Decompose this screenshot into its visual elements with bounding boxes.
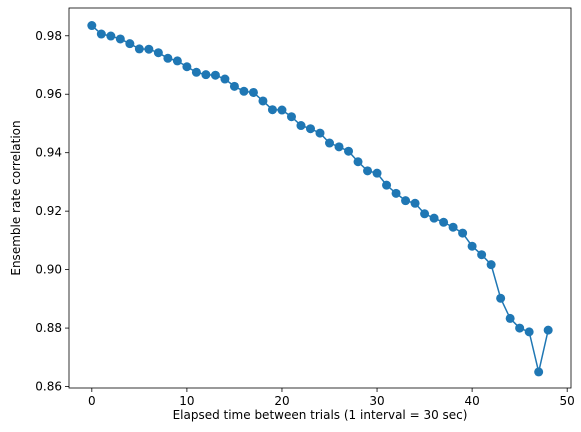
x-tick-label: 50 bbox=[560, 394, 575, 408]
data-point bbox=[106, 31, 116, 41]
data-point bbox=[296, 121, 306, 131]
x-axis-label: Elapsed time between trials (1 interval … bbox=[173, 408, 468, 422]
data-point bbox=[458, 228, 468, 238]
data-point bbox=[372, 168, 382, 178]
data-point bbox=[220, 74, 230, 84]
data-point bbox=[210, 70, 220, 80]
data-point bbox=[115, 34, 125, 44]
data-point bbox=[477, 250, 487, 260]
y-tick-label: 0.98 bbox=[35, 29, 62, 43]
y-tick-label: 0.96 bbox=[35, 87, 62, 101]
data-point bbox=[286, 112, 296, 122]
x-tick-label: 30 bbox=[369, 394, 384, 408]
x-tick-label: 10 bbox=[179, 394, 194, 408]
data-point bbox=[429, 213, 439, 223]
y-tick-label: 0.88 bbox=[35, 321, 62, 335]
data-point bbox=[391, 188, 401, 198]
data-point bbox=[172, 56, 182, 66]
data-point bbox=[344, 146, 354, 156]
y-tick-label: 0.86 bbox=[35, 380, 62, 394]
data-point bbox=[467, 241, 477, 251]
data-point bbox=[239, 86, 249, 96]
data-point bbox=[153, 48, 163, 58]
data-point bbox=[410, 198, 420, 208]
data-point bbox=[524, 327, 534, 337]
plot-frame bbox=[68, 7, 572, 389]
x-tick-label: 0 bbox=[88, 394, 96, 408]
data-point bbox=[315, 128, 325, 138]
data-point bbox=[382, 180, 392, 190]
data-point bbox=[144, 44, 154, 54]
data-point bbox=[505, 313, 515, 323]
y-axis-label: Ensemble rate correlation bbox=[9, 120, 23, 275]
data-point bbox=[134, 44, 144, 54]
y-tick-label: 0.90 bbox=[35, 263, 62, 277]
data-point bbox=[87, 21, 97, 31]
ticks-layer: 0 10 20 30 40 50 0.86 0.88 0.90 0.92 0.94 0.96 0.98 bbox=[35, 29, 575, 408]
x-tick-label: 40 bbox=[464, 394, 479, 408]
data-point bbox=[420, 209, 430, 219]
plot-area bbox=[69, 8, 571, 388]
data-point bbox=[191, 67, 201, 77]
y-tick-label: 0.94 bbox=[35, 146, 62, 160]
data-point bbox=[229, 81, 239, 91]
data-point bbox=[248, 87, 258, 97]
data-point bbox=[486, 260, 496, 270]
data-point bbox=[439, 217, 449, 227]
data-point bbox=[325, 138, 335, 148]
data-point bbox=[201, 70, 211, 80]
y-tick-label: 0.92 bbox=[35, 204, 62, 218]
data-point bbox=[163, 53, 173, 63]
data-point bbox=[334, 142, 344, 152]
data-point bbox=[401, 196, 411, 206]
data-point bbox=[96, 29, 106, 39]
data-point bbox=[543, 325, 553, 335]
x-tick-label: 20 bbox=[274, 394, 289, 408]
data-point bbox=[515, 323, 525, 333]
data-point bbox=[182, 62, 192, 72]
data-point bbox=[353, 157, 363, 167]
data-point bbox=[496, 293, 506, 303]
data-point bbox=[267, 105, 277, 115]
data-point bbox=[277, 105, 287, 115]
data-point bbox=[305, 124, 315, 134]
series-layer bbox=[87, 21, 553, 377]
data-point bbox=[448, 222, 458, 232]
data-point bbox=[125, 39, 135, 49]
data-point bbox=[534, 367, 544, 377]
data-point bbox=[363, 166, 373, 176]
data-point bbox=[258, 96, 268, 106]
